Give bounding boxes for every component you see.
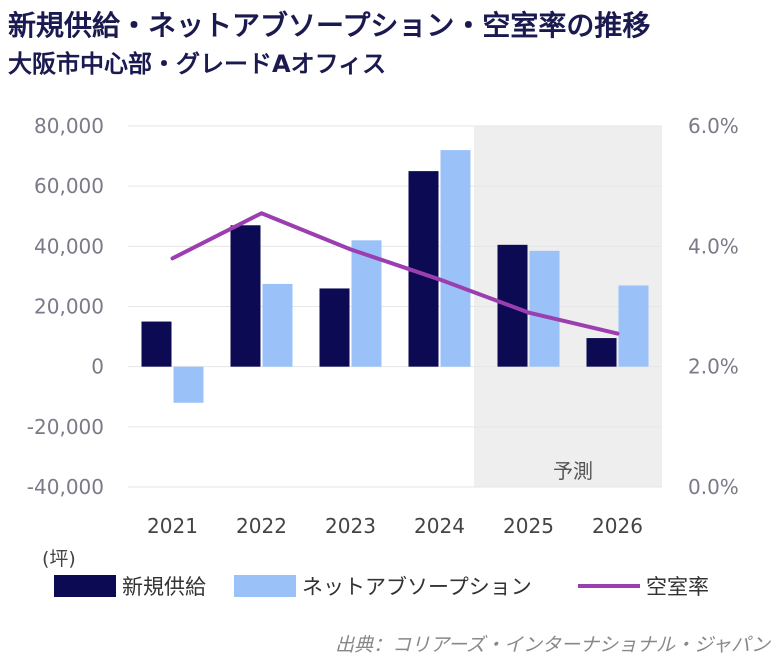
bar-net-absorption <box>618 285 649 367</box>
y-tick-label: 0 <box>91 355 104 379</box>
bar-net-absorption <box>440 150 471 367</box>
y-tick-label: -20,000 <box>27 415 104 439</box>
x-tick-label: 2024 <box>414 514 465 538</box>
y2-tick-label: 6.0% <box>688 114 739 138</box>
y2-tick-label: 0.0% <box>688 475 739 499</box>
bar-new-supply <box>319 288 350 367</box>
y-tick-label: 40,000 <box>34 234 104 258</box>
chart-title: 新規供給・ネットアブソープション・空室率の推移 <box>8 9 651 42</box>
bar-net-absorption <box>173 366 204 403</box>
y2-tick-label: 4.0% <box>688 234 739 258</box>
x-tick-label: 2026 <box>592 514 643 538</box>
bar-new-supply <box>586 338 617 367</box>
y-tick-label: 80,000 <box>34 114 104 138</box>
bar-net-absorption <box>262 283 293 367</box>
y-tick-label: -40,000 <box>27 475 104 499</box>
bar-new-supply <box>230 225 261 367</box>
x-tick-label: 2021 <box>147 514 198 538</box>
line-vacancy-rate <box>170 211 620 336</box>
legend-swatch-new-supply <box>54 575 116 597</box>
legend-label-vacancy-rate: 空室率 <box>646 575 709 599</box>
chart-subtitle: 大阪市中心部・グレードAオフィス <box>8 50 387 78</box>
forecast-label: 予測 <box>553 459 593 483</box>
y2-tick-label: 2.0% <box>688 355 739 379</box>
y-tick-label: 60,000 <box>34 174 104 198</box>
legend-label-new-supply: 新規供給 <box>122 575 206 599</box>
x-tick-label: 2022 <box>236 514 287 538</box>
legend-label-net-absorption: ネットアブソープション <box>302 575 532 599</box>
y-tick-label: 20,000 <box>34 295 104 319</box>
x-tick-label: 2025 <box>503 514 554 538</box>
x-tick-label: 2023 <box>325 514 376 538</box>
bar-net-absorption <box>529 250 560 367</box>
bar-net-absorption <box>351 240 382 367</box>
source-note: 出典：コリアーズ・インターナショナル・ジャパン <box>335 634 770 656</box>
legend-swatch-net-absorption <box>234 575 296 597</box>
y-unit-label: (坪) <box>42 548 76 570</box>
bar-new-supply <box>141 321 172 367</box>
